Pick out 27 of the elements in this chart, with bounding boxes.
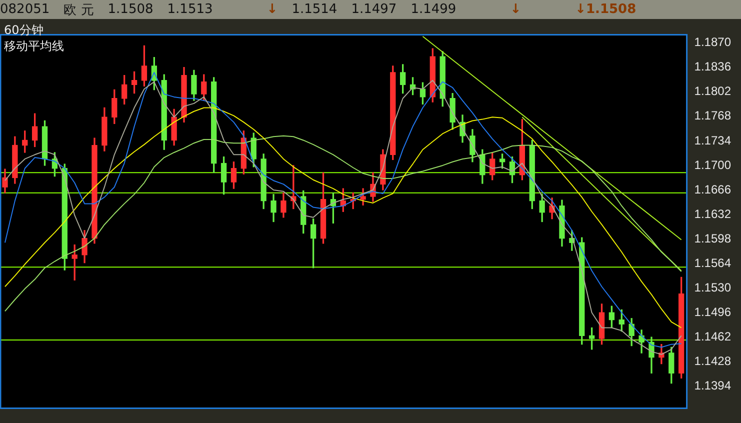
text: 1.1499 [410, 2, 456, 17]
text: 1.1508 [108, 2, 154, 17]
y-tick-label: 1.1462 [694, 329, 732, 344]
text: 1.1513 [167, 2, 213, 17]
y-tick-label: 1.1802 [694, 84, 732, 98]
text: 082051 [0, 2, 50, 17]
y-tick-label: 1.1394 [694, 378, 732, 392]
text: 1.1497 [351, 2, 397, 17]
text: ↓ [510, 2, 522, 17]
y-tick-label: 1.1700 [694, 158, 732, 172]
chart-title: 60分钟 [4, 22, 44, 38]
text: ↓ [266, 2, 278, 17]
y-tick-label: 1.1666 [694, 182, 732, 196]
y-tick-label: 1.1564 [694, 256, 732, 270]
y-tick-label: 1.1836 [694, 60, 732, 74]
text: 欧 元 [64, 2, 94, 18]
y-tick-label: 1.1734 [694, 133, 732, 148]
y-tick-label: 1.1496 [694, 304, 732, 319]
y-tick-label: 1.1870 [694, 35, 732, 50]
text: 1.1514 [292, 2, 338, 17]
text: ↓1.1508 [575, 2, 636, 17]
y-tick-label: 1.1632 [694, 206, 732, 221]
y-tick-label: 1.1598 [694, 231, 732, 246]
y-tick-label: 1.1530 [694, 280, 732, 294]
y-tick-label: 1.1428 [694, 354, 732, 368]
chart-subtitle: 移动平均线 [4, 38, 64, 54]
y-tick-label: 1.1768 [694, 108, 732, 123]
